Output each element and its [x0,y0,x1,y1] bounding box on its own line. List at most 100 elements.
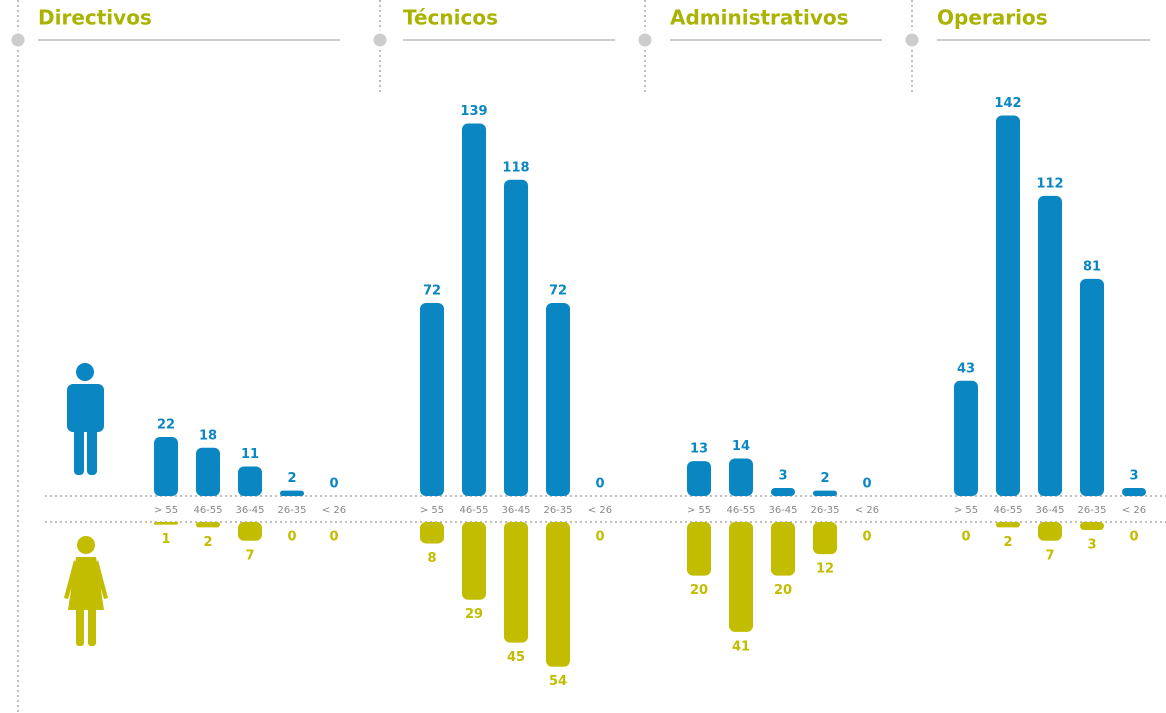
value-label: 81 [1083,259,1101,274]
decor [17,0,1166,713]
value-label: 1 [161,532,170,547]
value-label: 8 [427,551,436,566]
value-label: 72 [549,284,567,299]
category-label: > 55 [154,505,178,516]
category-label: > 55 [954,505,978,516]
node [902,30,922,50]
bar-men [238,466,262,496]
bar-women [687,522,711,576]
value-label: 0 [961,530,970,545]
panel-title: Operarios [937,6,1048,30]
value-label: 3 [1129,468,1138,483]
category-label: < 26 [322,505,346,516]
head [77,536,95,554]
bar-men [687,461,711,496]
bar-men [729,458,753,496]
bar-men [420,303,444,496]
value-label: 2 [203,535,212,550]
value-label: 0 [329,477,338,492]
value-label: 0 [862,477,871,492]
value-label: 22 [157,418,175,433]
bar-men [462,123,486,496]
value-label: 2 [820,471,829,486]
value-label: 112 [1036,176,1063,191]
bar-women [420,522,444,544]
man-icon [67,363,104,475]
bar-men [1038,195,1062,496]
category-label: 46-55 [193,505,222,516]
bar-women [504,522,528,643]
category-label: > 55 [420,505,444,516]
value-label: 118 [502,160,529,175]
value-label: 72 [423,284,441,299]
category-label: < 26 [588,505,612,516]
category-label: 46-55 [459,505,488,516]
value-label: 139 [460,104,487,119]
bar-men [771,487,795,496]
value-label: 0 [862,530,871,545]
bar-women [154,522,178,525]
node [8,30,28,50]
value-label: 54 [549,674,567,689]
node [635,30,655,50]
panel-title: Directivos [38,6,152,30]
category-label: 36-45 [501,505,530,516]
woman-icon [64,536,108,646]
bar-men [154,437,178,496]
leg [87,420,97,475]
bar-women [813,522,837,555]
leg [76,605,84,646]
nodes [8,30,922,50]
category-label: < 26 [1122,505,1146,516]
value-label: 3 [778,468,787,483]
bar-men [280,490,304,496]
bar-women [996,522,1020,528]
arms [64,560,108,599]
category-label: 26-35 [1077,505,1106,516]
value-label: 0 [329,530,338,545]
value-label: 18 [199,428,217,443]
value-label: 0 [287,530,296,545]
bar-women [462,522,486,600]
bar-women [1038,522,1062,541]
bar-men [504,179,528,496]
category-label: 26-35 [543,505,572,516]
bar-men [196,447,220,496]
bar-men [996,115,1020,496]
value-label: 41 [732,639,750,654]
value-label: 14 [732,439,750,454]
value-label: 0 [595,530,604,545]
value-label: 3 [1087,538,1096,553]
category-label: > 55 [687,505,711,516]
category-label: < 26 [855,505,879,516]
bar-women [238,522,262,541]
leg [88,605,96,646]
bar-men [954,380,978,496]
value-label: 0 [595,477,604,492]
panel-title: Técnicos [403,6,498,30]
category-label: 36-45 [768,505,797,516]
value-label: 7 [1045,548,1054,563]
category-label: 46-55 [726,505,755,516]
category-label: 26-35 [810,505,839,516]
value-label: 29 [465,607,483,622]
value-label: 45 [507,650,525,665]
bar-men [1122,487,1146,496]
panel-title: Administrativos [670,6,849,30]
bar-men [813,490,837,496]
category-label: 36-45 [235,505,264,516]
bar-women [771,522,795,576]
value-label: 20 [690,583,708,598]
bar-men [1080,278,1104,496]
value-label: 11 [241,447,259,462]
category-label: 36-45 [1035,505,1064,516]
value-label: 43 [957,361,975,376]
value-label: 7 [245,548,254,563]
category-label: 46-55 [993,505,1022,516]
leg [74,420,84,475]
bar-women [729,522,753,632]
value-label: 13 [690,442,708,457]
value-label: 142 [994,96,1021,111]
